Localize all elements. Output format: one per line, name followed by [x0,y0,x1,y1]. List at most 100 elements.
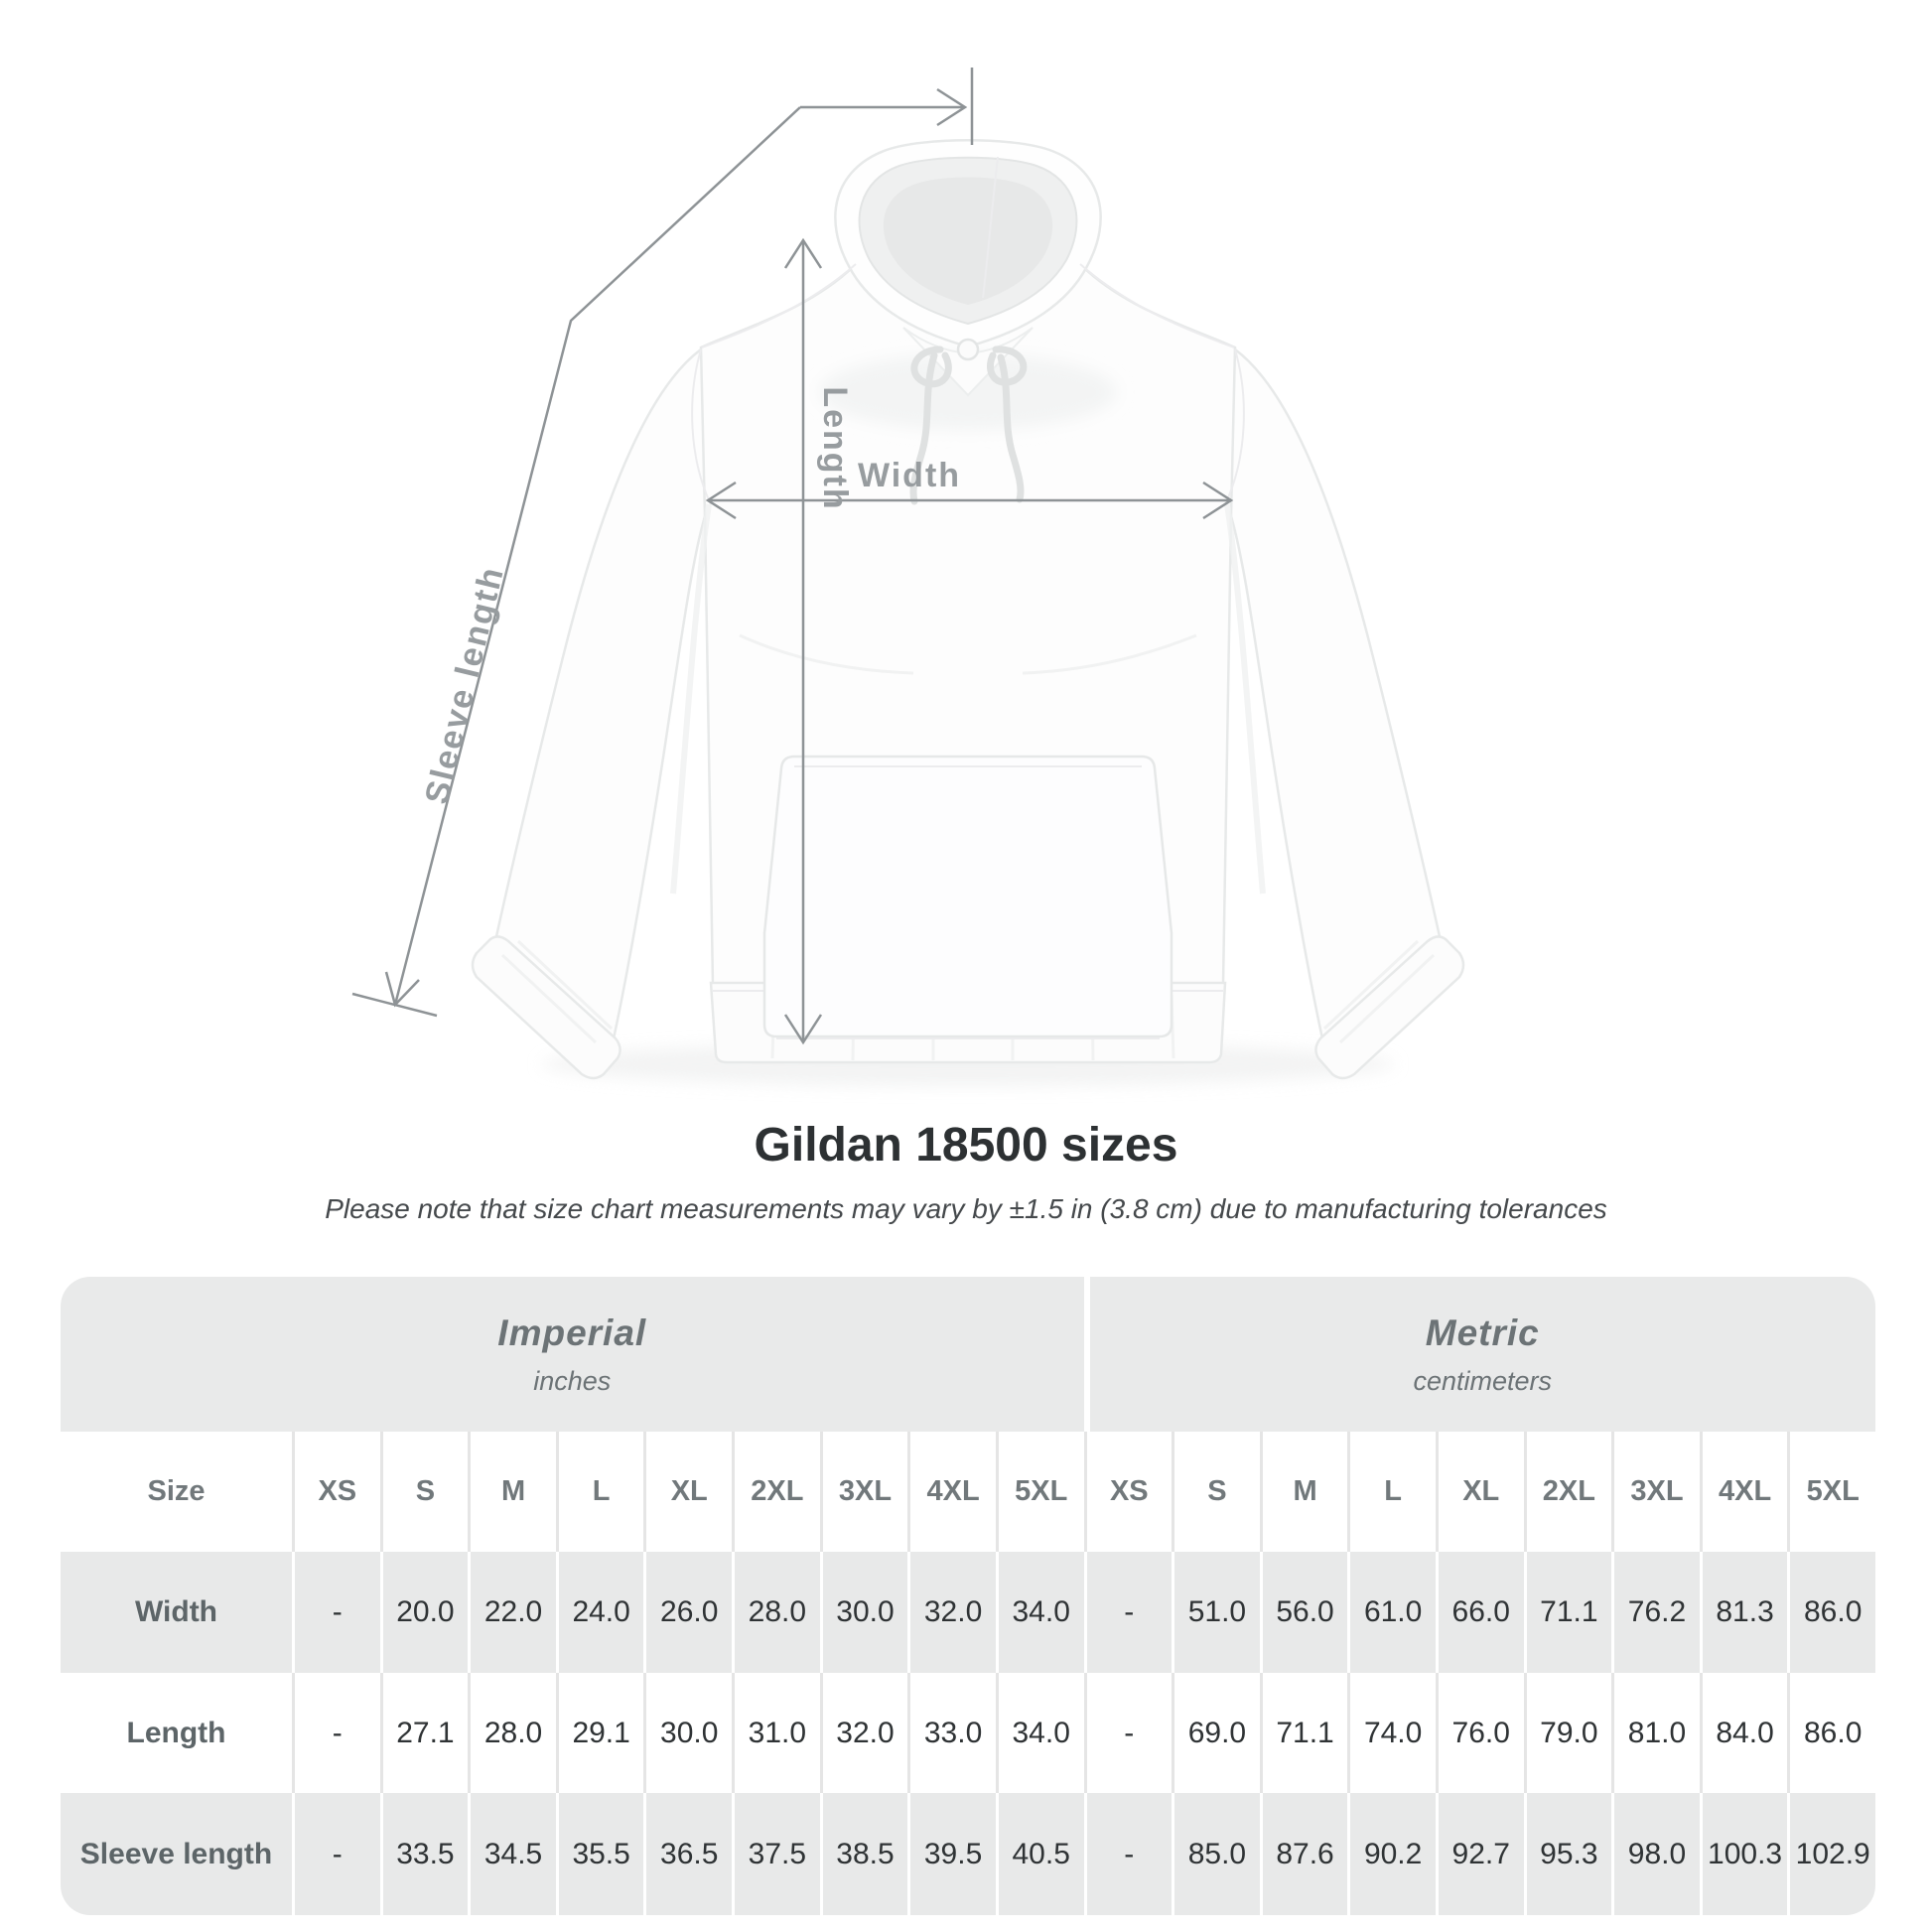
row-label-sleeve-length: Sleeve length [61,1793,292,1915]
measurement-value: 87.6 [1259,1793,1348,1915]
measurement-value: 81.3 [1699,1552,1788,1673]
size-col-header: XL [1435,1432,1524,1552]
unit-group-metric: Metric centimeters [1083,1277,1875,1432]
measurement-value: 28.0 [732,1552,820,1673]
measurement-value: 28.0 [468,1673,556,1793]
measurement-value: 71.1 [1259,1673,1348,1793]
measurement-value: 40.5 [995,1793,1084,1915]
measurement-value: - [292,1552,380,1673]
measurement-value: 35.5 [555,1793,644,1915]
pocket-seams [776,765,1160,1039]
measurement-value: 37.5 [732,1793,820,1915]
size-col-header: 4XL [1699,1432,1788,1552]
drawstring-bow [909,345,1028,505]
unit-group-imperial: Imperial inches [61,1277,1084,1432]
hood-center-seam [982,156,999,299]
size-table: Imperial inches Metric centimeters Size … [61,1277,1875,1915]
measurement-value: 36.5 [643,1793,733,1915]
measurement-value: 76.0 [1435,1673,1524,1793]
measurement-value: 71.1 [1523,1552,1612,1673]
size-col-header: M [1259,1432,1348,1552]
unit-group-name: Metric [1425,1311,1540,1353]
measurement-value: 95.3 [1523,1793,1612,1915]
sleeve-length-arrow [351,68,974,1018]
measurement-value: - [1083,1673,1173,1793]
left-cuff-ribbing [500,939,614,1044]
measurement-value: - [292,1673,380,1793]
measurement-value: 61.0 [1347,1552,1436,1673]
measurement-value: 79.0 [1523,1673,1612,1793]
measurement-value: 86.0 [1787,1552,1875,1673]
right-sleeve [1225,346,1446,1062]
measurement-value: 66.0 [1435,1552,1524,1673]
measurement-value: 85.0 [1172,1793,1260,1915]
right-cuff-ribbing [1322,939,1436,1044]
size-col-header: S [1172,1432,1260,1552]
sleeve-length-label: Sleeve length [418,562,511,807]
measurement-value: - [1083,1793,1173,1915]
measurement-value: 84.0 [1699,1673,1788,1793]
size-col-header: L [1347,1432,1436,1552]
hood-interior-deep [883,177,1053,305]
tolerance-note: Please note that size chart measurements… [325,1193,1607,1224]
measurement-value: - [292,1793,380,1915]
size-col-header: XL [643,1432,733,1552]
measurement-value: 81.0 [1611,1673,1700,1793]
size-col-header: S [379,1432,469,1552]
unit-group-name: Imperial [497,1311,647,1353]
size-col-header: M [468,1432,556,1552]
measurement-value: 33.5 [379,1793,469,1915]
measurement-value: 33.0 [907,1673,996,1793]
width-arrow [705,481,1234,520]
measurement-value: 34.0 [995,1673,1084,1793]
shoulder-seams [701,263,1235,348]
length-arrow [783,237,823,1045]
unit-group-unit: centimeters [1413,1365,1553,1396]
size-column-header: Size [61,1432,292,1552]
measurement-value: 22.0 [468,1552,556,1673]
measurement-value: 30.0 [819,1552,908,1673]
measurement-value: 100.3 [1699,1793,1788,1915]
length-label: Length [816,386,854,510]
row-label-length: Length [61,1673,292,1793]
size-col-header: XS [1083,1432,1173,1552]
sleeve-shadows [670,503,1266,895]
measurement-value: 30.0 [643,1673,733,1793]
measurement-value: 86.0 [1787,1673,1875,1793]
armhole-seams [691,348,1245,505]
page-title: Gildan 18500 sizes [754,1119,1178,1172]
measurement-value: 29.1 [555,1673,644,1793]
width-label: Width [858,457,961,494]
kangaroo-pocket [762,755,1173,1038]
measurement-value: 39.5 [907,1793,996,1915]
measurement-value: 98.0 [1611,1793,1700,1915]
size-col-header: 5XL [995,1432,1084,1552]
measurement-value: - [1083,1552,1173,1673]
row-label-width: Width [61,1552,292,1673]
measurement-value: 56.0 [1259,1552,1348,1673]
size-col-header: 3XL [819,1432,908,1552]
measurement-value: 90.2 [1347,1793,1436,1915]
measurement-value: 27.1 [379,1673,469,1793]
measurement-value: 20.0 [379,1552,469,1673]
right-cuff [1314,935,1465,1080]
measurement-value: 38.5 [819,1793,908,1915]
measurement-value: 34.0 [995,1552,1084,1673]
size-col-header: L [555,1432,644,1552]
measurement-value: 92.7 [1435,1793,1524,1915]
measurement-value: 76.2 [1611,1552,1700,1673]
size-col-header: 3XL [1611,1432,1700,1552]
size-col-header: 2XL [1523,1432,1612,1552]
drawstring-knot [956,338,980,361]
measurement-value: 26.0 [643,1552,733,1673]
measurement-value: 69.0 [1172,1673,1260,1793]
measurement-value: 24.0 [555,1552,644,1673]
measurement-value: 32.0 [907,1552,996,1673]
size-col-header: XS [292,1432,380,1552]
hoodie-measurement-diagram: Sleeve length Length Width [351,68,1465,1086]
left-sleeve [490,346,711,1062]
measurement-value: 34.5 [468,1793,556,1915]
measurement-value: 74.0 [1347,1673,1436,1793]
left-cuff [471,935,621,1080]
size-col-header: 5XL [1787,1432,1875,1552]
